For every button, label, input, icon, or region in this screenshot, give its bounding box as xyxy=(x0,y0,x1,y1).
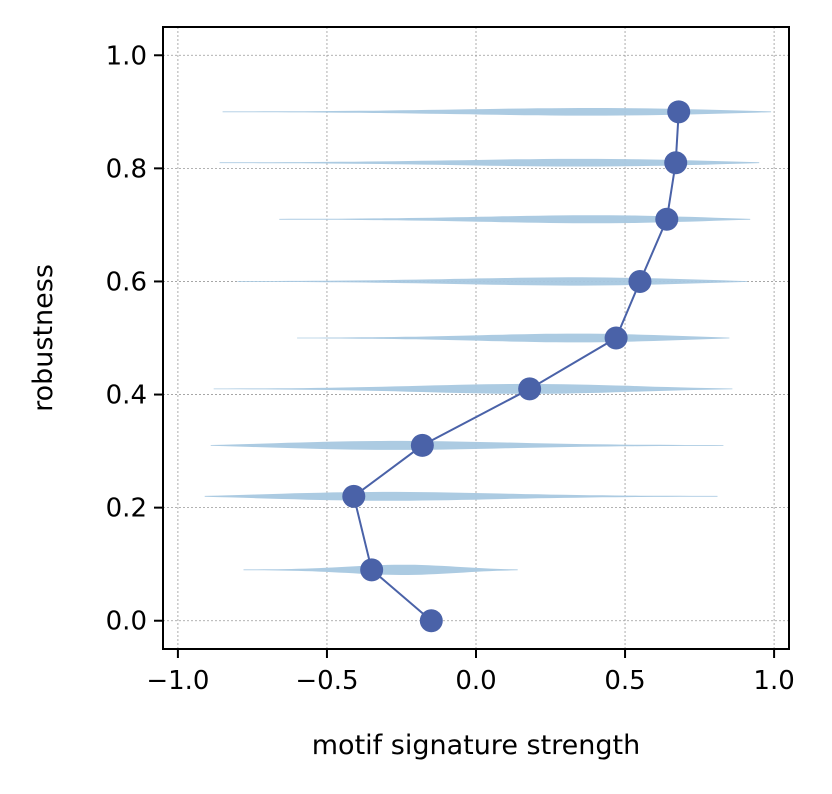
y-axis-label: robustness xyxy=(28,264,59,412)
data-point xyxy=(342,484,366,508)
data-point xyxy=(518,377,542,401)
violin-mark xyxy=(222,108,772,116)
violin-mark xyxy=(237,277,748,286)
violin-mark xyxy=(213,383,733,394)
data-point xyxy=(604,326,628,350)
violin-mark xyxy=(210,440,724,450)
data-point xyxy=(410,433,434,457)
violin-mark xyxy=(219,158,760,167)
data-point xyxy=(667,100,691,124)
x-tick-label: 0.5 xyxy=(604,666,645,696)
tick-layer: −1.0 −0.5 0.0 0.5 1.0 0.0 0.2 0.4 0.6 0.8 1.0 xyxy=(106,41,795,696)
y-tick-label: 0.0 xyxy=(106,607,147,637)
violin-mark xyxy=(204,491,718,501)
y-tick-label: 0.2 xyxy=(106,494,147,524)
data-point xyxy=(655,207,679,231)
y-tick-label: 1.0 xyxy=(106,41,147,71)
x-tick-label: 0.0 xyxy=(455,666,496,696)
series-layer xyxy=(342,100,691,633)
x-axis-label: motif signature strength xyxy=(312,730,640,761)
series-line xyxy=(352,111,680,622)
data-point xyxy=(419,609,443,633)
data-point xyxy=(360,558,384,582)
x-tick-label: −1.0 xyxy=(146,666,209,696)
y-tick-label: 0.4 xyxy=(106,381,147,411)
y-tick-label: 0.6 xyxy=(106,267,147,297)
violin-mark xyxy=(279,215,751,224)
x-tick-label: −0.5 xyxy=(295,666,358,696)
data-point xyxy=(628,269,652,293)
violin-layer xyxy=(204,108,772,575)
x-tick-label: 1.0 xyxy=(753,666,794,696)
y-tick-label: 0.8 xyxy=(106,154,147,184)
data-point xyxy=(664,151,688,175)
violin-mark xyxy=(297,333,730,343)
